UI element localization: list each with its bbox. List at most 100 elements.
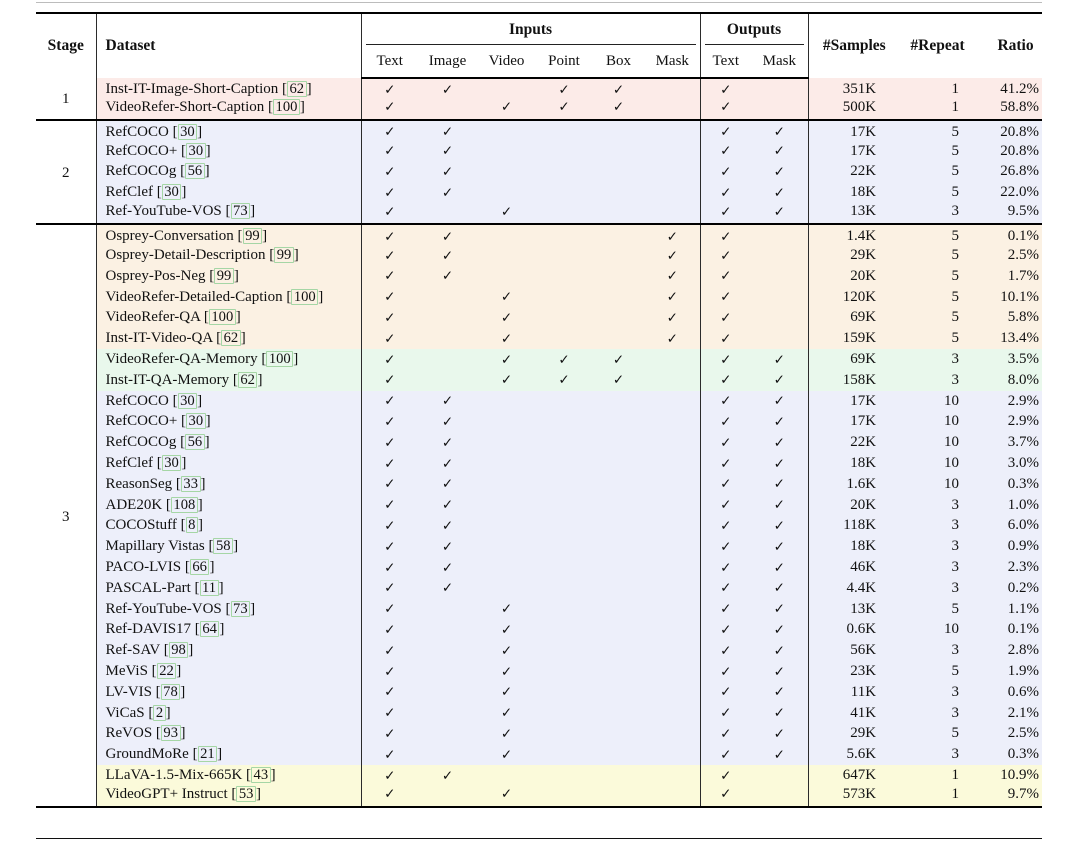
citation-link[interactable]: 100 (266, 351, 294, 368)
check-icon: ✓ (384, 559, 396, 576)
table-row: VideoRefer-Detailed-Caption [100] ✓ ✓ ✓ ✓ 120… (36, 286, 1043, 308)
check-icon: ✓ (384, 247, 396, 264)
input-mask-cell (645, 744, 701, 766)
ratio-cell: 2.9% (975, 390, 1043, 412)
input-image-cell (418, 619, 477, 641)
table-row: Ref-YouTube-VOS [73] ✓ ✓ ✓ ✓ 13K 3 9.5% (36, 203, 1043, 225)
check-icon: ✓ (773, 143, 785, 160)
citation-link[interactable]: 11 (199, 579, 219, 596)
check-icon: ✓ (384, 642, 396, 659)
citation-link[interactable]: 30 (177, 123, 198, 140)
check-icon: ✓ (666, 330, 678, 347)
repeat-cell: 5 (900, 286, 976, 308)
citation-link[interactable]: 93 (160, 725, 181, 742)
citation-link[interactable]: 30 (161, 455, 182, 472)
repeat-cell: 3 (900, 369, 976, 391)
dataset-name-cell: PASCAL-Part [11] (96, 577, 361, 599)
output-text-cell: ✓ (699, 619, 752, 641)
output-text-cell: ✓ (699, 640, 752, 662)
citation-link[interactable]: 21 (197, 746, 218, 763)
input-text-cell: ✓ (360, 328, 418, 350)
table-body: 1 Inst-IT-Image-Short-Caption [62] ✓ ✓ ✓ ✓ ✓ 35… (36, 78, 1043, 807)
input-video-cell (477, 765, 536, 786)
citation-link[interactable]: 62 (237, 371, 258, 388)
repeat-cell: 3 (900, 577, 976, 599)
citation-link[interactable]: 2 (153, 704, 166, 721)
input-mask-cell: ✓ (645, 223, 701, 246)
input-video-cell (477, 432, 536, 454)
citation-link[interactable]: 99 (214, 267, 234, 284)
citation-link[interactable]: 43 (251, 767, 271, 783)
input-video-cell: ✓ (477, 702, 536, 724)
output-mask-cell (751, 98, 809, 120)
check-icon: ✓ (441, 247, 454, 264)
citation-link[interactable]: 100 (273, 98, 300, 115)
citation-link[interactable]: 73 (230, 600, 251, 617)
citation-link[interactable]: 30 (161, 184, 182, 201)
output-mask-cell: ✓ (751, 536, 809, 558)
citation-link[interactable]: 30 (177, 392, 198, 409)
output-mask-cell: ✓ (751, 619, 809, 641)
ratio-cell: 58.8% (975, 98, 1043, 120)
input-image-cell: ✓ (418, 265, 477, 287)
dataset-name-cell: Ref-DAVIS17 [64] (96, 619, 361, 641)
ratio-cell: 9.5% (975, 203, 1043, 225)
input-text-cell: ✓ (360, 432, 418, 454)
ratio-cell: 2.9% (975, 411, 1043, 433)
col-header-input-image: Image (418, 45, 477, 79)
table-bottom-thin-rule (36, 838, 1042, 839)
check-icon: ✓ (773, 746, 785, 763)
citation-link[interactable]: 8 (185, 517, 198, 534)
output-mask-cell: ✓ (751, 661, 809, 682)
table-row: Inst-IT-QA-Memory [62] ✓ ✓ ✓ ✓ ✓ ✓ 158K 3 8.0% (36, 369, 1043, 391)
table-row: VideoGPT+ Instruct [53] ✓ ✓ ✓ 573K 1 9.7% (36, 785, 1043, 807)
input-mask-cell: ✓ (645, 265, 701, 287)
citation-link[interactable]: 53 (236, 785, 256, 802)
dataset-name-cell: RefCOCOg [56] (96, 161, 361, 183)
samples-cell: 351K (807, 78, 901, 99)
input-text-cell: ✓ (360, 453, 418, 474)
output-text-cell: ✓ (699, 515, 752, 537)
input-text-cell: ✓ (360, 785, 418, 807)
input-video-cell: ✓ (477, 640, 536, 662)
input-image-cell (418, 640, 477, 662)
citation-link[interactable]: 62 (287, 81, 307, 98)
citation-link[interactable]: 62 (221, 330, 241, 347)
input-video-cell (477, 223, 536, 246)
input-image-cell: ✓ (418, 245, 477, 266)
check-icon: ✓ (384, 309, 396, 326)
citation-link[interactable]: 56 (185, 434, 205, 451)
citation-link[interactable]: 108 (170, 496, 198, 513)
input-box-cell (592, 223, 645, 246)
citation-link[interactable]: 100 (208, 309, 236, 326)
citation-link[interactable]: 33 (180, 475, 201, 492)
input-box-cell (592, 432, 645, 454)
citation-link[interactable]: 66 (189, 559, 210, 576)
citation-link[interactable]: 78 (160, 683, 181, 700)
check-icon: ✓ (773, 163, 785, 180)
citation-link[interactable]: 58 (213, 538, 234, 555)
citation-link[interactable]: 64 (199, 621, 220, 638)
input-text-cell: ✓ (360, 265, 418, 287)
citation-link[interactable]: 98 (168, 642, 189, 659)
check-icon: ✓ (773, 184, 785, 201)
input-mask-cell (645, 369, 701, 391)
citation-link[interactable]: 22 (156, 663, 177, 680)
samples-cell: 0.6K (807, 619, 901, 641)
col-header-input-mask: Mask (645, 45, 701, 79)
input-box-cell (592, 411, 645, 433)
citation-link[interactable]: 99 (242, 228, 263, 245)
samples-cell: 647K (807, 765, 901, 786)
citation-link[interactable]: 30 (186, 413, 206, 430)
citation-link[interactable]: 100 (291, 288, 319, 305)
citation-link[interactable]: 30 (186, 142, 206, 159)
citation-link[interactable]: 99 (274, 247, 294, 264)
output-mask-cell: ✓ (751, 598, 809, 620)
citation-link[interactable]: 56 (185, 163, 205, 180)
col-header-output-text: Text (699, 45, 752, 79)
check-icon: ✓ (384, 289, 396, 306)
citation-link[interactable]: 73 (230, 203, 251, 220)
output-mask-cell (751, 785, 809, 807)
input-text-cell: ✓ (360, 369, 418, 391)
check-icon: ✓ (384, 413, 396, 430)
